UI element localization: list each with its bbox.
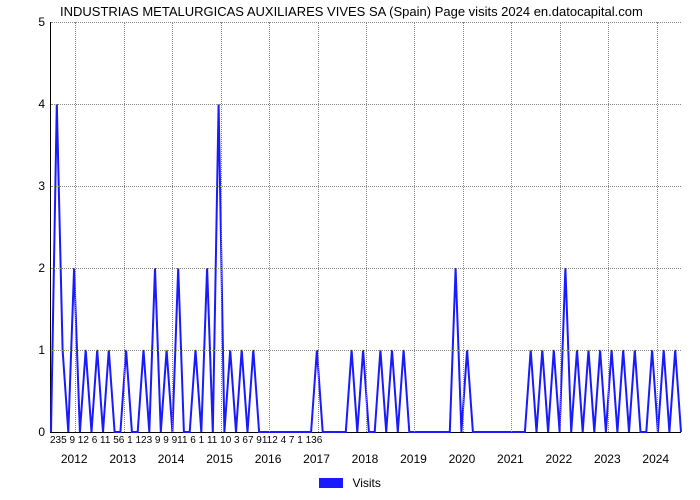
- plot-area: [50, 22, 681, 433]
- x-tick-label: 2020: [449, 452, 476, 466]
- gridline-v: [511, 22, 512, 432]
- x-tick-label: 2013: [109, 452, 136, 466]
- y-tick-label: 3: [38, 179, 45, 193]
- x-tick-label: 2012: [61, 452, 88, 466]
- x-tick-label: 2016: [255, 452, 282, 466]
- x-tick-label: 2022: [545, 452, 572, 466]
- y-tick-label: 5: [38, 15, 45, 29]
- gridline-v: [463, 22, 464, 432]
- legend-swatch: [319, 478, 343, 488]
- x-tick-label: 2019: [400, 452, 427, 466]
- y-tick-label: 2: [38, 261, 45, 275]
- y-tick-label: 1: [38, 343, 45, 357]
- gridline-v: [318, 22, 319, 432]
- x-tick-label: 2014: [158, 452, 185, 466]
- x-tick-label: 2021: [497, 452, 524, 466]
- gridline-v: [414, 22, 415, 432]
- gridline-v: [75, 22, 76, 432]
- gridline-v: [366, 22, 367, 432]
- gridline-v: [221, 22, 222, 432]
- gridline-v: [269, 22, 270, 432]
- gridline-v: [560, 22, 561, 432]
- gridline-v: [657, 22, 658, 432]
- y-tick-label: 4: [38, 97, 45, 111]
- y-tick-label: 0: [38, 425, 45, 439]
- gridline-v: [608, 22, 609, 432]
- chart-title: INDUSTRIAS METALURGICAS AUXILIARES VIVES…: [60, 4, 643, 19]
- x-month-sublabels: 235 9 12 6 11 56 1 123 9 9 911 6 1 11 10…: [50, 435, 680, 447]
- gridline-v: [124, 22, 125, 432]
- x-tick-label: 2015: [206, 452, 233, 466]
- legend-label: Visits: [352, 476, 380, 490]
- x-tick-label: 2017: [303, 452, 330, 466]
- gridline-v: [172, 22, 173, 432]
- legend: Visits: [0, 475, 700, 490]
- chart-container: INDUSTRIAS METALURGICAS AUXILIARES VIVES…: [0, 0, 700, 500]
- x-tick-label: 2018: [352, 452, 379, 466]
- x-tick-label: 2023: [594, 452, 621, 466]
- x-tick-label: 2024: [642, 452, 669, 466]
